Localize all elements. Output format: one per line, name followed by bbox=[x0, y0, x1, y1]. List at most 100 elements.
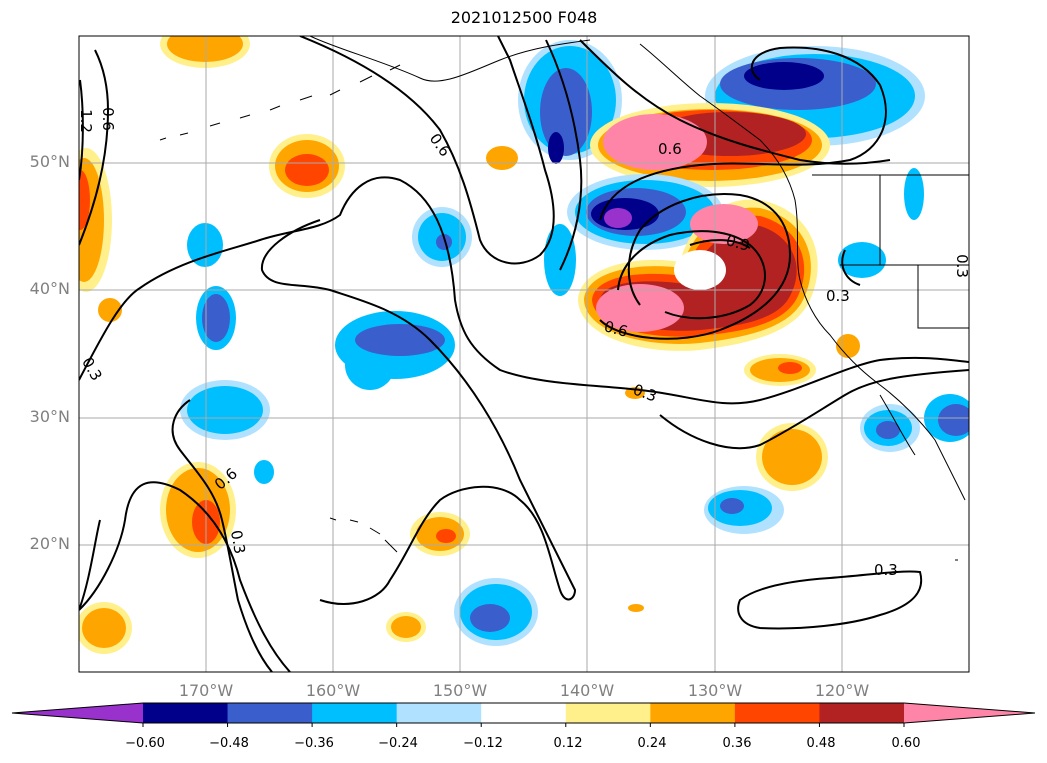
colorbar-tick-label: −0.24 bbox=[378, 736, 418, 751]
colorbar-tick-label: −0.36 bbox=[294, 736, 334, 751]
contour-label: 0.3 bbox=[226, 528, 249, 556]
contour-line bbox=[579, 39, 891, 165]
map-title: 2021012500 F048 bbox=[450, 8, 598, 27]
contour-line bbox=[659, 369, 969, 450]
contour-line bbox=[737, 570, 923, 630]
shade-patch bbox=[486, 146, 518, 170]
contour-lines bbox=[79, 36, 969, 672]
lon-label: 140°W bbox=[559, 681, 615, 700]
contour-label: 0.6 bbox=[658, 140, 682, 158]
alaska-coast bbox=[309, 36, 591, 82]
shade-patch bbox=[202, 294, 230, 342]
contour-line bbox=[171, 399, 273, 672]
colorbar-cell bbox=[312, 703, 398, 723]
baja-california-coast bbox=[879, 394, 916, 456]
lon-label: 150°W bbox=[432, 681, 488, 700]
shade-patch bbox=[836, 334, 860, 358]
shade-patch bbox=[674, 250, 726, 290]
contour-label: 0.6 bbox=[98, 107, 117, 131]
shade-patch bbox=[778, 362, 802, 374]
lat-label: 50°N bbox=[29, 152, 70, 171]
map-frame bbox=[78, 35, 970, 673]
contour-line bbox=[299, 36, 555, 265]
lat-label: 30°N bbox=[29, 407, 70, 426]
lon-label: 130°W bbox=[687, 681, 743, 700]
contour-label: 1.2 bbox=[76, 109, 95, 133]
shade-patch bbox=[876, 421, 900, 439]
contour-line bbox=[260, 219, 577, 605]
shade-patch bbox=[98, 298, 122, 322]
contour-line bbox=[79, 49, 110, 246]
colorbar-tick-label: 0.24 bbox=[637, 736, 667, 751]
shade-patch bbox=[79, 170, 90, 230]
colorbar-tick-label: 0.48 bbox=[806, 736, 836, 751]
contour-line bbox=[841, 249, 861, 286]
colorbar-cell bbox=[143, 703, 229, 723]
shade-patch bbox=[904, 168, 924, 220]
shade-patch bbox=[544, 224, 576, 296]
lon-label: 160°W bbox=[305, 681, 361, 700]
lat-label: 40°N bbox=[29, 279, 70, 298]
shade-patch bbox=[82, 608, 126, 648]
shade-patch bbox=[285, 154, 329, 186]
colorbar-extend-max bbox=[904, 703, 1035, 723]
shade-patch bbox=[187, 223, 223, 267]
colorbar-cell bbox=[734, 703, 820, 723]
shade-patch bbox=[690, 204, 758, 244]
state-borders bbox=[840, 175, 969, 329]
colorbar-tick-label: 0.36 bbox=[722, 736, 752, 751]
contour-line bbox=[545, 39, 583, 271]
filled-anomaly-layer bbox=[79, 36, 969, 654]
shade-patch bbox=[436, 529, 456, 543]
colorbar-tick-label: 0.60 bbox=[891, 736, 921, 751]
colorbar-tick-label: 0.12 bbox=[553, 736, 583, 751]
contour-label: 0.3 bbox=[952, 254, 971, 278]
colorbar-cell bbox=[227, 703, 313, 723]
coastlines bbox=[159, 36, 969, 561]
aleutian-islands bbox=[159, 64, 401, 141]
colorbar-tick-label: −0.12 bbox=[463, 736, 503, 751]
contour-label: 0.3 bbox=[874, 561, 898, 579]
colorbar bbox=[11, 702, 1036, 727]
shade-patch bbox=[762, 429, 822, 485]
pacific-northwest-coast bbox=[639, 43, 966, 501]
colorbar-tick-label: −0.60 bbox=[125, 736, 165, 751]
contour-line bbox=[599, 193, 792, 340]
shade-patch bbox=[744, 62, 824, 90]
shade-patch bbox=[628, 604, 644, 612]
shade-patch bbox=[254, 460, 274, 484]
shade-patch bbox=[720, 498, 744, 514]
colorbar-extend-min bbox=[12, 703, 143, 723]
shade-patch bbox=[838, 242, 886, 278]
shade-patch bbox=[596, 284, 684, 332]
shade-patch bbox=[355, 324, 445, 356]
colorbar-cell bbox=[396, 703, 482, 723]
contour-line bbox=[79, 519, 101, 611]
shade-patch bbox=[167, 36, 243, 62]
shade-patch bbox=[391, 616, 421, 638]
shade-patch bbox=[548, 132, 564, 164]
contour-line bbox=[79, 176, 969, 405]
contour-line bbox=[599, 46, 887, 221]
lat-label: 20°N bbox=[29, 534, 70, 553]
hawaii-islands bbox=[329, 517, 398, 553]
contour-line bbox=[79, 79, 84, 181]
colorbar-cell bbox=[650, 703, 736, 723]
shade-patch bbox=[604, 208, 632, 228]
contour-line bbox=[689, 239, 751, 249]
shade-patch bbox=[540, 68, 592, 156]
contour-label: 0.3 bbox=[826, 287, 850, 305]
lon-label: 120°W bbox=[814, 681, 870, 700]
contour-line bbox=[617, 230, 766, 320]
shade-patch bbox=[938, 404, 969, 436]
colorbar-cell bbox=[819, 703, 905, 723]
lon-label: 170°W bbox=[178, 681, 234, 700]
shade-patch bbox=[470, 604, 510, 632]
shade-patch bbox=[436, 234, 452, 250]
shade-patch bbox=[187, 386, 263, 434]
colorbar-tick-label: −0.48 bbox=[209, 736, 249, 751]
colorbar-cell bbox=[565, 703, 651, 723]
colorbar-cell bbox=[481, 703, 567, 723]
shade-patch bbox=[603, 114, 707, 170]
